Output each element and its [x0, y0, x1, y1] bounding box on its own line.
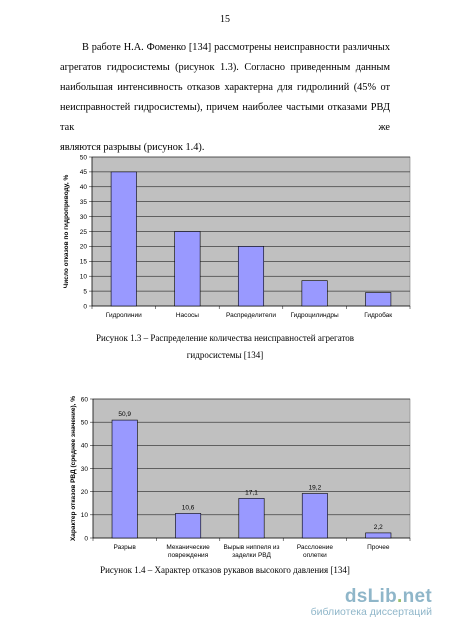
caption-line: Рисунок 1.4 – Характер отказов рукавов в… [100, 565, 350, 575]
figure-1-3-bar-chart: 0 5 10 15 20 25 30 35 40 45 50 Гидролинии Насосы Расп… [63, 154, 411, 319]
y-tick-label: 0 [84, 535, 88, 542]
y-tick-label: 30 [81, 466, 89, 473]
x-tick-label: Разрыв [114, 544, 137, 551]
bar [365, 292, 392, 307]
y-tick-label: 45 [80, 169, 88, 176]
y-tick-label: 40 [80, 184, 88, 191]
y-tick-label: 15 [80, 259, 88, 266]
x-tick-label: заделки РВД [232, 552, 271, 559]
y-tick-label: 25 [80, 229, 88, 236]
bar [174, 231, 201, 307]
x-tick-label: оплетки [303, 552, 327, 559]
bar [237, 246, 265, 307]
data-label: 17,1 [245, 489, 258, 496]
caption-line: Рисунок 1.3 – Распределение количества н… [95, 333, 355, 343]
x-tick-label: Гидроцилиндры [290, 312, 339, 319]
y-tick-label: 40 [81, 443, 89, 450]
paragraph-line: В работе Н.А. Фоменко [134] рассмотрены … [82, 42, 390, 53]
paragraph-line: неисправностей гидросистемы), причем наи… [60, 102, 390, 133]
paragraph-line: агрегатов гидросистемы (рисунок 1.3). Со… [60, 62, 390, 73]
bar [110, 171, 137, 307]
y-axis-label: Характер отказов РВД (среднее значение),… [70, 396, 77, 541]
y-tick-label: 0 [83, 303, 87, 310]
bar [301, 493, 328, 539]
y-tick-label: 50 [80, 154, 88, 161]
bar [365, 532, 392, 539]
bar [238, 498, 265, 539]
body-paragraph: В работе Н.А. Фоменко [134] рассмотрены … [60, 38, 390, 158]
x-tick-label: Распределители [226, 312, 276, 319]
caption-line: гидросистемы [134] [186, 350, 264, 360]
y-tick-label: 10 [80, 274, 88, 281]
x-tick-label: Гидролинии [106, 312, 142, 319]
figure-1-4-bar-chart: 0 10 20 30 40 50 60 50,9 Разрыв 10,6 Механическиеп… [70, 396, 411, 559]
paragraph-line: являются разрывы (рисунок 1.4). [60, 142, 205, 153]
page-number: 15 [220, 14, 230, 25]
data-label: 2,2 [374, 524, 383, 531]
data-label: 50,9 [118, 411, 131, 418]
y-tick-label: 35 [80, 199, 88, 206]
bar [175, 513, 202, 539]
paragraph-line: наибольшая интенсивность отказов характе… [60, 82, 390, 93]
x-tick-label: Прочее [367, 544, 390, 551]
x-tick-label: Расслоение [297, 544, 334, 551]
y-axis-label: Число отказов по гидроприводу, % [63, 174, 70, 288]
y-tick-label: 50 [81, 419, 89, 426]
x-tick-label: Вырыв ниппеля из [224, 544, 280, 551]
bar [111, 419, 138, 539]
y-tick-label: 20 [80, 244, 88, 251]
figure-1-3-caption: Рисунок 1.3 – Распределение количества н… [0, 330, 450, 364]
x-tick-label: Насосы [176, 312, 199, 319]
y-tick-label: 10 [81, 512, 89, 519]
figure-1-4-caption: Рисунок 1.4 – Характер отказов рукавов в… [0, 562, 450, 579]
data-label: 19,2 [309, 485, 322, 492]
x-tick-label: повреждения [168, 552, 209, 559]
x-tick-label: Гидробак [364, 311, 392, 319]
data-label: 10,6 [182, 504, 195, 511]
y-tick-label: 60 [81, 396, 89, 403]
dslib-watermark: dsLib.net библиотека диссертаций [311, 586, 432, 618]
y-tick-label: 5 [83, 288, 87, 295]
x-tick-label: Механические [166, 544, 210, 551]
y-tick-label: 30 [80, 214, 88, 221]
watermark-subtitle: библиотека диссертаций [310, 606, 432, 618]
y-tick-label: 20 [81, 489, 89, 496]
watermark-logo: dsLib.net [344, 586, 432, 607]
bar [301, 280, 328, 307]
